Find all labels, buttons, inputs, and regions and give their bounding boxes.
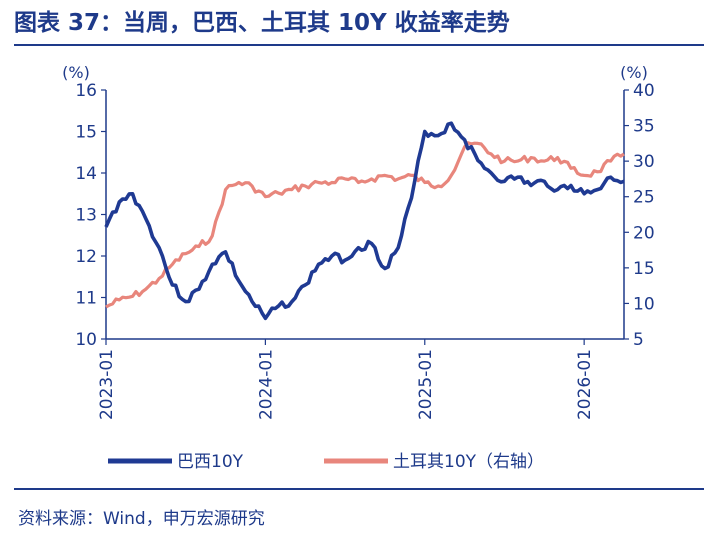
series-lines — [104, 121, 625, 321]
x-tick-label: 2023-01 — [97, 349, 117, 420]
left-tick-label: 16 — [75, 81, 97, 101]
left-axis-unit: (%) — [62, 63, 90, 82]
right-tick-label: 30 — [633, 152, 655, 172]
legend: 巴西10Y 土耳其10Y（右轴） — [108, 452, 544, 472]
right-axis-unit: (%) — [620, 63, 648, 82]
left-tick-label: 15 — [75, 123, 97, 143]
right-tick-label: 25 — [633, 188, 655, 208]
left-tick-label: 12 — [75, 247, 97, 267]
x-tick-label: 2024-01 — [256, 349, 276, 420]
left-tick-label: 11 — [75, 289, 97, 309]
legend-label-brazil: 巴西10Y — [177, 452, 244, 472]
source-note: 资料来源：Wind，申万宏源研究 — [18, 509, 265, 529]
right-tick-label: 15 — [633, 259, 655, 279]
right-tick-label: 10 — [633, 294, 655, 314]
chart-title: 图表 37：当周，巴西、土耳其 10Y 收益率走势 — [14, 10, 510, 36]
x-tick-label: 2025-01 — [416, 349, 436, 420]
right-tick-label: 20 — [633, 223, 655, 243]
left-tick-label: 13 — [75, 206, 97, 226]
series-line-brazil — [104, 121, 625, 321]
source-rule — [14, 488, 704, 490]
title-rule — [14, 44, 704, 46]
left-tick-label: 10 — [75, 330, 97, 350]
right-tick-label: 5 — [633, 330, 644, 350]
right-tick-label: 40 — [633, 81, 655, 101]
left-tick-label: 14 — [75, 164, 97, 184]
series-line-turkey — [105, 141, 625, 309]
legend-label-turkey: 土耳其10Y（右轴） — [393, 452, 544, 472]
x-tick-label: 2026-01 — [575, 349, 595, 420]
right-tick-label: 35 — [633, 117, 655, 137]
